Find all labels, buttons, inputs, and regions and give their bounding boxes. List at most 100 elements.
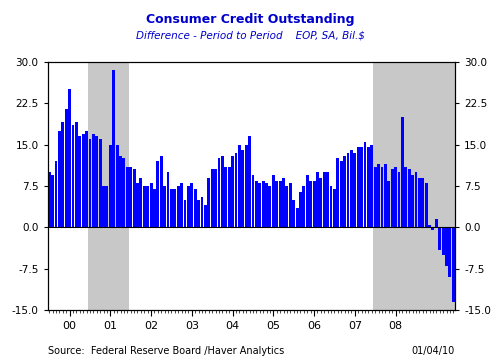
Bar xyxy=(374,62,455,310)
Bar xyxy=(119,156,122,228)
Bar xyxy=(302,186,306,228)
Bar xyxy=(244,144,248,228)
Bar xyxy=(248,136,251,228)
Bar xyxy=(401,117,404,228)
Bar xyxy=(336,158,340,228)
Bar xyxy=(394,167,397,228)
Bar xyxy=(200,197,203,228)
Bar xyxy=(268,186,272,228)
Bar xyxy=(112,70,115,228)
Bar xyxy=(282,178,285,228)
Bar xyxy=(88,62,129,310)
Bar xyxy=(184,200,186,228)
Bar xyxy=(194,189,196,228)
Bar xyxy=(333,189,336,228)
Bar xyxy=(166,172,170,228)
Bar xyxy=(354,153,356,228)
Bar xyxy=(96,136,98,228)
Bar xyxy=(208,178,210,228)
Bar xyxy=(242,150,244,228)
Bar xyxy=(374,167,376,228)
Bar xyxy=(187,186,190,228)
Bar xyxy=(150,183,152,228)
Bar xyxy=(214,170,217,228)
Bar xyxy=(190,183,194,228)
Bar xyxy=(309,180,312,228)
Bar xyxy=(445,228,448,266)
Bar xyxy=(78,136,81,228)
Bar xyxy=(312,180,316,228)
Bar xyxy=(132,170,136,228)
Bar xyxy=(448,228,452,277)
Bar xyxy=(218,158,220,228)
Bar xyxy=(418,178,421,228)
Bar xyxy=(98,139,102,228)
Bar xyxy=(289,183,292,228)
Bar xyxy=(411,175,414,228)
Bar xyxy=(272,175,275,228)
Bar xyxy=(211,170,214,228)
Bar xyxy=(143,186,146,228)
Bar xyxy=(170,189,173,228)
Bar xyxy=(48,172,50,228)
Bar xyxy=(177,186,180,228)
Bar xyxy=(422,178,424,228)
Text: Difference - Period to Period    EOP, SA, Bil.$: Difference - Period to Period EOP, SA, B… xyxy=(136,31,364,41)
Bar xyxy=(51,175,54,228)
Bar xyxy=(286,186,288,228)
Bar xyxy=(432,228,434,230)
Bar xyxy=(340,161,342,228)
Bar xyxy=(343,156,346,228)
Bar xyxy=(388,180,390,228)
Bar xyxy=(326,172,329,228)
Bar xyxy=(54,161,58,228)
Bar xyxy=(292,200,295,228)
Bar xyxy=(174,189,176,228)
Text: Consumer Credit Outstanding: Consumer Credit Outstanding xyxy=(146,13,354,26)
Bar xyxy=(265,183,268,228)
Bar xyxy=(72,125,74,228)
Bar xyxy=(180,183,183,228)
Bar xyxy=(238,144,241,228)
Bar xyxy=(75,122,78,228)
Bar xyxy=(85,131,88,228)
Bar xyxy=(258,183,261,228)
Bar xyxy=(404,167,407,228)
Bar xyxy=(140,178,142,228)
Bar xyxy=(435,219,438,228)
Bar xyxy=(255,180,258,228)
Bar xyxy=(320,178,322,228)
Bar xyxy=(360,147,363,228)
Bar xyxy=(306,175,308,228)
Bar xyxy=(398,172,400,228)
Bar xyxy=(330,186,332,228)
Bar xyxy=(370,144,373,228)
Text: Source:  Federal Reserve Board /Haver Analytics: Source: Federal Reserve Board /Haver Ana… xyxy=(48,346,284,356)
Bar xyxy=(316,172,319,228)
Bar xyxy=(197,200,200,228)
Bar xyxy=(377,164,380,228)
Bar xyxy=(442,228,444,255)
Bar xyxy=(296,208,298,228)
Bar xyxy=(130,167,132,228)
Bar xyxy=(58,131,61,228)
Bar xyxy=(146,186,149,228)
Bar xyxy=(350,150,353,228)
Text: 01/04/10: 01/04/10 xyxy=(412,346,455,356)
Bar xyxy=(346,153,350,228)
Bar xyxy=(64,109,68,228)
Bar xyxy=(428,225,431,228)
Bar xyxy=(109,144,112,228)
Bar xyxy=(88,139,92,228)
Bar xyxy=(438,228,441,250)
Bar xyxy=(364,142,366,228)
Bar xyxy=(153,189,156,228)
Bar xyxy=(163,186,166,228)
Bar xyxy=(136,183,139,228)
Bar xyxy=(122,158,126,228)
Bar xyxy=(380,167,384,228)
Bar xyxy=(221,156,224,228)
Bar xyxy=(102,186,105,228)
Bar xyxy=(224,167,227,228)
Bar xyxy=(228,167,230,228)
